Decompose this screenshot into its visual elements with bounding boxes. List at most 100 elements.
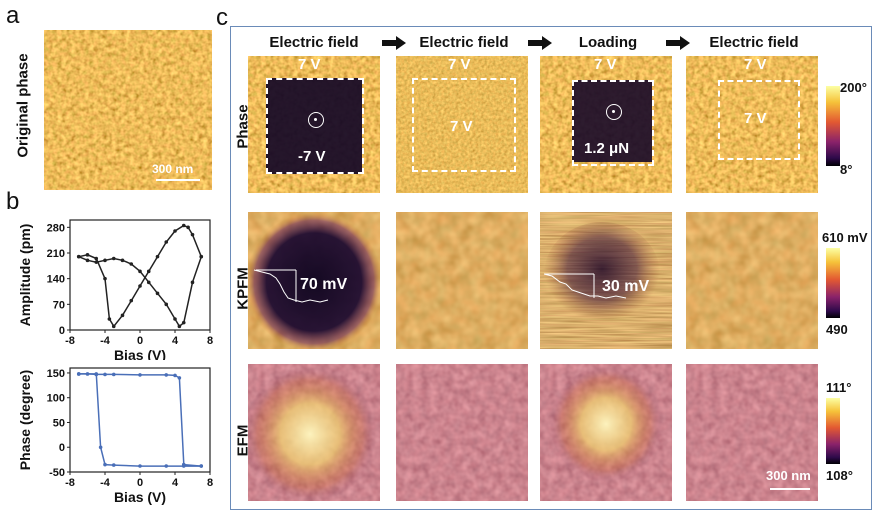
arrow-icon [382, 36, 408, 55]
tip-marker-3 [606, 104, 622, 120]
kpfm-colorbar-max: 610 mV [822, 230, 868, 245]
plot-frame [69, 219, 211, 331]
tip-marker-1 [308, 112, 324, 128]
kpfm-image-1 [248, 212, 380, 349]
data-point [177, 376, 182, 380]
x-tick-label: 8 [207, 335, 213, 347]
kpfm-colorbar-min: 490 [826, 322, 848, 337]
phase-4-top-label: 7 V [744, 56, 767, 73]
data-point [164, 302, 169, 307]
phase-colorbar [826, 86, 840, 166]
phase-colorbar-min: 8° [840, 162, 853, 177]
y-axis-label: Amplitude (pm) [17, 224, 33, 327]
original-phase-image: 300 nm [44, 30, 212, 190]
poled-region-box-1 [266, 78, 364, 174]
x-axis-label: Bias (V) [114, 489, 166, 505]
data-point [76, 254, 81, 259]
data-point [138, 284, 142, 288]
x-tick-label: 8 [207, 477, 213, 489]
column-header-4: Electric field [709, 34, 799, 51]
data-point [190, 280, 195, 285]
data-point [76, 372, 81, 376]
data-point [94, 372, 99, 376]
x-tick-label: 4 [172, 477, 179, 489]
data-point [173, 373, 177, 378]
panel-a-letter: a [6, 2, 20, 29]
data-point [199, 464, 204, 468]
data-point [146, 269, 151, 274]
x-tick-label: -8 [65, 477, 75, 489]
panel-a-side-label: Original phase [14, 53, 32, 158]
y-tick-label: 100 [47, 393, 65, 405]
data-point [103, 462, 107, 467]
column-header-2: Electric field [419, 34, 509, 51]
phase-4-center-label: 7 V [744, 110, 767, 127]
data-point [186, 225, 190, 230]
data-point [181, 464, 186, 468]
scale-bar-a [156, 179, 200, 181]
data-point [164, 240, 169, 244]
x-tick-label: 4 [172, 335, 179, 347]
efm-colorbar-min: 108° [826, 468, 853, 483]
y-tick-label: 50 [53, 417, 65, 429]
loaded-region-box [572, 80, 654, 166]
y-tick-label: -50 [49, 467, 65, 479]
data-point [120, 258, 125, 263]
y-tick-label: 0 [59, 442, 65, 454]
scale-bar-c-label: 300 nm [766, 468, 811, 483]
y-tick-label: 210 [47, 248, 65, 260]
data-point [177, 324, 182, 329]
data-point [103, 276, 107, 281]
phase-2-top-label: 7 V [448, 56, 471, 73]
phase-1-top-label: 7 V [298, 56, 321, 73]
arrow-icon [666, 36, 692, 55]
kpfm-image-3 [540, 212, 672, 349]
x-tick-label: -4 [100, 335, 111, 347]
data-point [181, 223, 186, 228]
data-point [173, 317, 177, 321]
data-point [199, 254, 204, 259]
data-point [85, 253, 90, 257]
kpfm-colorbar [826, 248, 840, 318]
arrow-icon [528, 36, 554, 55]
y-axis-label: Phase (degree) [17, 370, 33, 470]
kpfm-1-delta-label: 70 mV [300, 276, 348, 293]
data-point [138, 373, 142, 377]
y-tick-label: 280 [47, 222, 65, 234]
data-point [155, 254, 160, 259]
phase-3-top-label: 7 V [594, 56, 617, 73]
phase-1-center-label: -7 V [298, 148, 326, 165]
data-point [120, 313, 125, 318]
phase-colorbar-max: 200° [840, 80, 867, 95]
x-tick-label: -4 [100, 477, 111, 489]
data-point [111, 463, 116, 467]
series-0-line [78, 224, 202, 328]
data-point [181, 320, 186, 325]
column-header-3: Loading [578, 34, 638, 51]
scale-bar-a-label: 300 nm [152, 162, 194, 176]
data-point [98, 445, 103, 450]
data-point [94, 256, 99, 261]
kpfm-3-delta-label: 30 mV [602, 278, 650, 295]
efm-image-2 [396, 364, 528, 501]
data-point [111, 324, 116, 329]
phase-loop-plot-svg: 150 100 50 0 -50-8 -4 0 4 8 Bias (V) Phase (degree… [17, 367, 213, 505]
phase-3-center-label: 1.2 μN [584, 140, 630, 157]
data-point [111, 372, 116, 377]
data-point [146, 280, 151, 285]
efm-colorbar-max: 111° [826, 380, 852, 395]
x-axis-label: Bias (V) [114, 347, 166, 360]
phase-image-4 [686, 56, 818, 193]
y-tick-label: 0 [59, 325, 65, 337]
phase-2-center-label: 7 V [450, 118, 473, 135]
phase-image-3 [540, 56, 672, 193]
data-point [94, 260, 99, 264]
y-tick-label: 140 [47, 274, 65, 286]
poled-region-box-4 [718, 80, 800, 160]
data-point [129, 298, 134, 303]
data-point [155, 291, 160, 296]
data-point [173, 229, 177, 233]
data-point [103, 372, 107, 377]
x-tick-label: 0 [137, 477, 143, 489]
